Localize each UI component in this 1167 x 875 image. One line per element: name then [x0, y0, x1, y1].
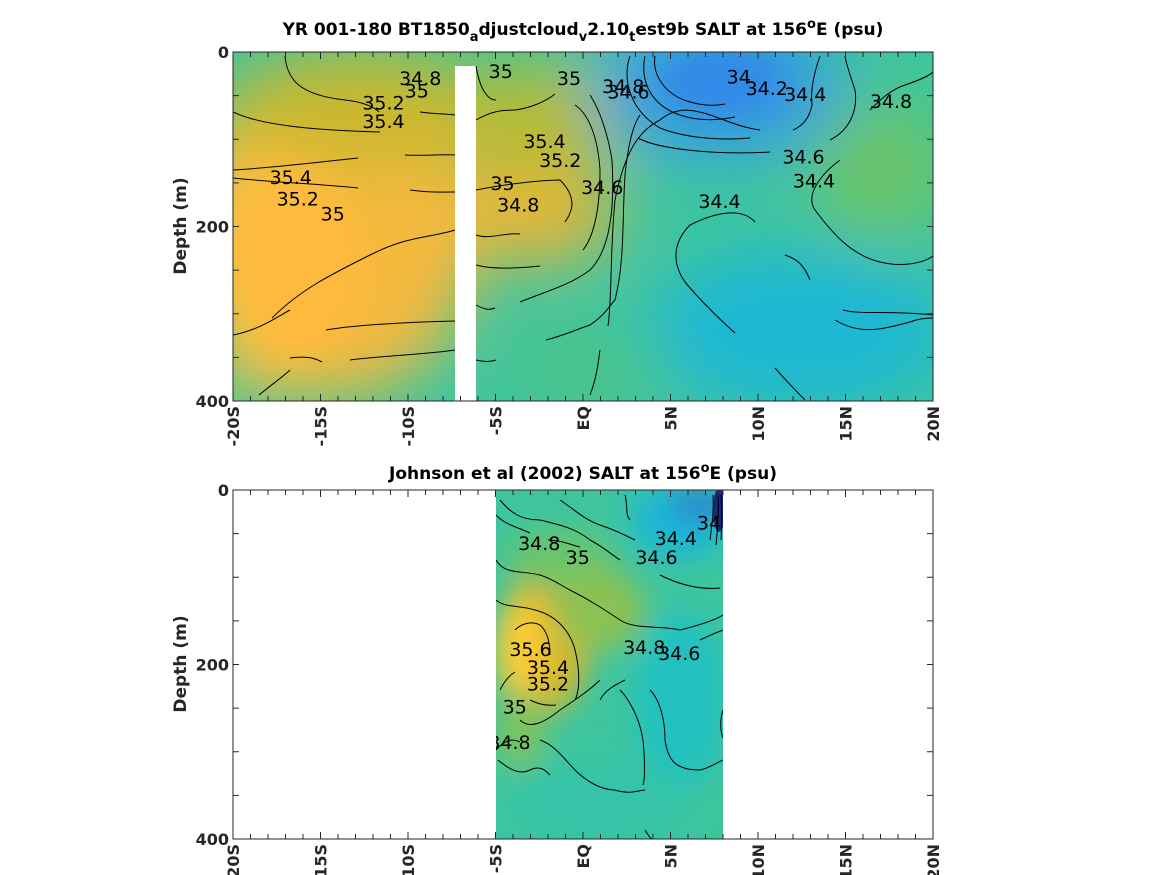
- x-tick-label: -5S: [487, 406, 506, 435]
- contour-label: 35.4: [362, 111, 404, 133]
- contour-label: 34.8: [497, 195, 539, 217]
- contour-label: 35.2: [539, 150, 581, 172]
- x-tick-label: 15N: [837, 844, 856, 875]
- contour-label: 35.4: [270, 167, 312, 189]
- contour-label: 35: [489, 61, 513, 83]
- contour-label: 34.2: [746, 78, 788, 100]
- contour-label: 34.4: [784, 84, 826, 106]
- chart-panel-observations: Johnson et al (2002) SALT at 156oE (psu): [171, 461, 943, 875]
- x-tick-label: -5S: [487, 844, 506, 873]
- contour-label: 34.6: [635, 547, 677, 569]
- x-tick-label: 20N: [924, 844, 943, 875]
- x-tick-label: 5N: [662, 844, 681, 869]
- contour-lines: [496, 494, 723, 839]
- contour-label: 35: [405, 80, 429, 102]
- x-tick-label: 10N: [749, 844, 768, 875]
- y-axis: 0 200 400: [196, 481, 933, 849]
- y-axis-label: Depth (m): [171, 177, 191, 274]
- contour-label: 35: [490, 173, 514, 195]
- contour-label: 34.6: [607, 81, 649, 103]
- x-tick-label: 5N: [662, 406, 681, 431]
- y-tick-label: 200: [196, 218, 229, 237]
- contour-label: 34.8: [870, 91, 912, 113]
- contour-label: 35.4: [527, 657, 569, 679]
- contour-label: 34.8: [623, 637, 665, 659]
- contour-label: 34.8: [518, 533, 560, 555]
- x-axis: -20S -15S -10S -5S EQ 5N 10N 15N 20N: [224, 52, 943, 446]
- x-tick-label: EQ: [574, 406, 593, 431]
- contour-label: 35: [566, 547, 590, 569]
- contour-label: 34.4: [698, 191, 740, 213]
- contour-lines: [233, 55, 933, 401]
- contour-label: 35: [503, 696, 527, 718]
- y-axis-label: Depth (m): [171, 615, 191, 712]
- contour-label: 34.8: [602, 76, 644, 98]
- contour-label: 35.2: [277, 189, 319, 211]
- y-tick-label: 200: [196, 656, 229, 675]
- y-tick-label: 0: [218, 43, 229, 62]
- contour-label: 34.8: [399, 68, 441, 90]
- x-tick-label: 10N: [749, 406, 768, 442]
- x-tick-label: EQ: [574, 844, 593, 869]
- x-tick-label: -10S: [399, 844, 418, 875]
- contour-label: 34: [697, 512, 721, 534]
- x-axis: -20S -15S -10S -5S EQ 5N 10N 15N 20N: [224, 490, 943, 875]
- contour-label: 34.4: [655, 528, 697, 550]
- x-tick-label: -15S: [312, 406, 331, 446]
- y-axis: 0 200 400: [196, 43, 933, 411]
- contour-label: 35: [557, 68, 581, 90]
- x-tick-label: -15S: [312, 844, 331, 875]
- contour-label: 34.6: [782, 147, 824, 169]
- contour-label: 34.4: [793, 170, 835, 192]
- x-tick-label: -20S: [224, 406, 243, 446]
- chart-panel-model: YR 001-180 BT1850adjustcloudv2.10test9b …: [171, 17, 943, 446]
- x-tick-label: -10S: [399, 406, 418, 446]
- x-tick-label: 20N: [924, 406, 943, 442]
- y-tick-label: 0: [218, 481, 229, 500]
- y-tick-label: 400: [196, 830, 229, 849]
- contour-label: 34.8: [488, 732, 530, 754]
- heatmap-field: 34.835 34.634.43435.635.435.23534.834.634…: [488, 490, 723, 839]
- chart-title: YR 001-180 BT1850adjustcloudv2.10test9b …: [282, 17, 884, 45]
- contour-label: 34: [727, 66, 751, 88]
- contour-label: 34.6: [658, 643, 700, 665]
- data-gap: [455, 66, 476, 401]
- x-tick-label: 15N: [837, 406, 856, 442]
- contour-labels: 34.835 34.634.43435.635.435.23534.834.634…: [488, 512, 721, 754]
- contour-label: 35: [321, 203, 345, 225]
- chart-title: Johnson et al (2002) SALT at 156oE (psu): [388, 461, 777, 484]
- y-tick-label: 400: [196, 392, 229, 411]
- contour-label: 34.6: [581, 177, 623, 199]
- contour-label: 35.2: [527, 674, 569, 696]
- contour-label: 35.6: [509, 639, 551, 661]
- contour-label: 35.4: [523, 131, 565, 153]
- x-tick-label: -20S: [224, 844, 243, 875]
- contour-label: 35.2: [362, 93, 404, 115]
